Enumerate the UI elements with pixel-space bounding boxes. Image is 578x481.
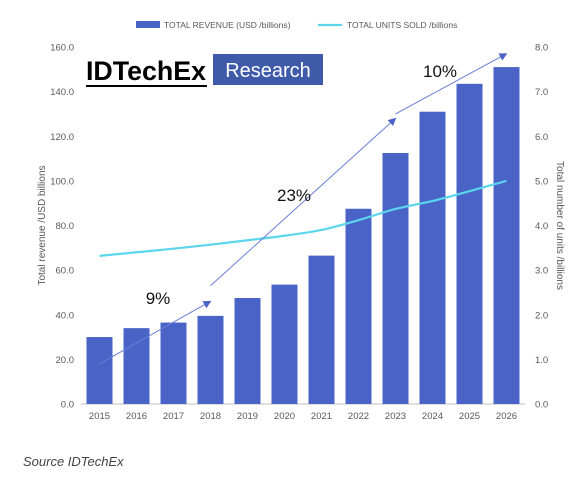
source-note: Source IDTechEx xyxy=(23,454,124,469)
x-tick-label: 2018 xyxy=(200,411,221,422)
growth-label: 10% xyxy=(423,62,457,81)
logo-research-box xyxy=(213,54,323,85)
y2-tick-label: 7.0 xyxy=(535,87,548,98)
x-tick-label: 2025 xyxy=(459,411,480,422)
y2-tick-label: 4.0 xyxy=(535,221,548,232)
y2-tick-label: 1.0 xyxy=(535,355,548,366)
growth-label: 9% xyxy=(146,289,171,308)
y-tick-label: 40.0 xyxy=(56,310,75,321)
growth-arrow xyxy=(210,117,397,287)
idtechex-logo: IDTechEx Research xyxy=(86,54,323,87)
revenue-bar xyxy=(123,328,150,404)
y-tick-label: 80.0 xyxy=(56,221,75,232)
growth-arrow xyxy=(99,300,212,365)
units-sold-line xyxy=(99,179,507,257)
y-tick-label: 140.0 xyxy=(50,87,74,98)
revenue-bar xyxy=(86,337,113,404)
revenue-bar xyxy=(419,111,446,405)
legend: TOTAL REVENUE (USD /billions) TOTAL UNITS… xyxy=(136,20,457,30)
logo-tag: Research xyxy=(225,60,311,82)
y2-tick-label: 6.0 xyxy=(535,132,548,143)
axes: 0.0 20.0 40.0 60.0 80.0 100.0 120.0 140.0 160.0 0… xyxy=(37,43,565,423)
revenue-bar xyxy=(234,298,261,404)
x-tick-label: 2021 xyxy=(311,411,332,422)
bar-series xyxy=(86,67,520,405)
legend-swatch-revenue xyxy=(136,21,160,28)
revenue-bar xyxy=(345,208,372,404)
y2-tick-label: 5.0 xyxy=(535,176,548,187)
x-tick-label: 2020 xyxy=(274,411,295,422)
revenue-bar xyxy=(382,152,409,404)
line-series xyxy=(99,179,507,257)
revenue-bar xyxy=(271,284,298,404)
y2-tick-label: 3.0 xyxy=(535,266,548,277)
x-tick-label: 2017 xyxy=(163,411,184,422)
revenue-bar xyxy=(456,83,483,405)
x-tick-label: 2015 xyxy=(89,411,110,422)
logo-brand: IDTechEx xyxy=(86,56,206,86)
x-tick-label: 2026 xyxy=(496,411,517,422)
revenue-bar xyxy=(493,67,520,405)
growth-arrow xyxy=(395,53,508,115)
x-tick-label: 2019 xyxy=(237,411,258,422)
x-tick-label: 2023 xyxy=(385,411,406,422)
x-tick-label: 2016 xyxy=(126,411,147,422)
x-tick-label: 2024 xyxy=(422,411,443,422)
y-tick-label: 160.0 xyxy=(50,43,74,54)
y2-tick-label: 2.0 xyxy=(535,310,548,321)
revenue-bar xyxy=(160,322,187,404)
growth-annotations: 9% 23% 10% xyxy=(99,53,508,365)
x-tick-label: 2022 xyxy=(348,411,369,422)
y-tick-label: 0.0 xyxy=(61,400,74,411)
y2-tick-label: 0.0 xyxy=(535,400,548,411)
revenue-bar xyxy=(197,315,224,404)
y-tick-label: 100.0 xyxy=(50,176,74,187)
legend-label-units: TOTAL UNITS SOLD /billions xyxy=(347,20,457,30)
y-tick-label: 20.0 xyxy=(56,355,75,366)
y-axis-title: Total revenue /USD billions xyxy=(37,165,48,285)
y-tick-label: 120.0 xyxy=(50,132,74,143)
y2-axis-title: Total number of units /billions xyxy=(554,161,565,290)
legend-label-revenue: TOTAL REVENUE (USD /billions) xyxy=(164,20,291,30)
y2-tick-label: 8.0 xyxy=(535,43,548,54)
revenue-bar xyxy=(308,255,335,404)
y-tick-label: 60.0 xyxy=(56,266,75,277)
growth-label: 23% xyxy=(277,186,311,205)
